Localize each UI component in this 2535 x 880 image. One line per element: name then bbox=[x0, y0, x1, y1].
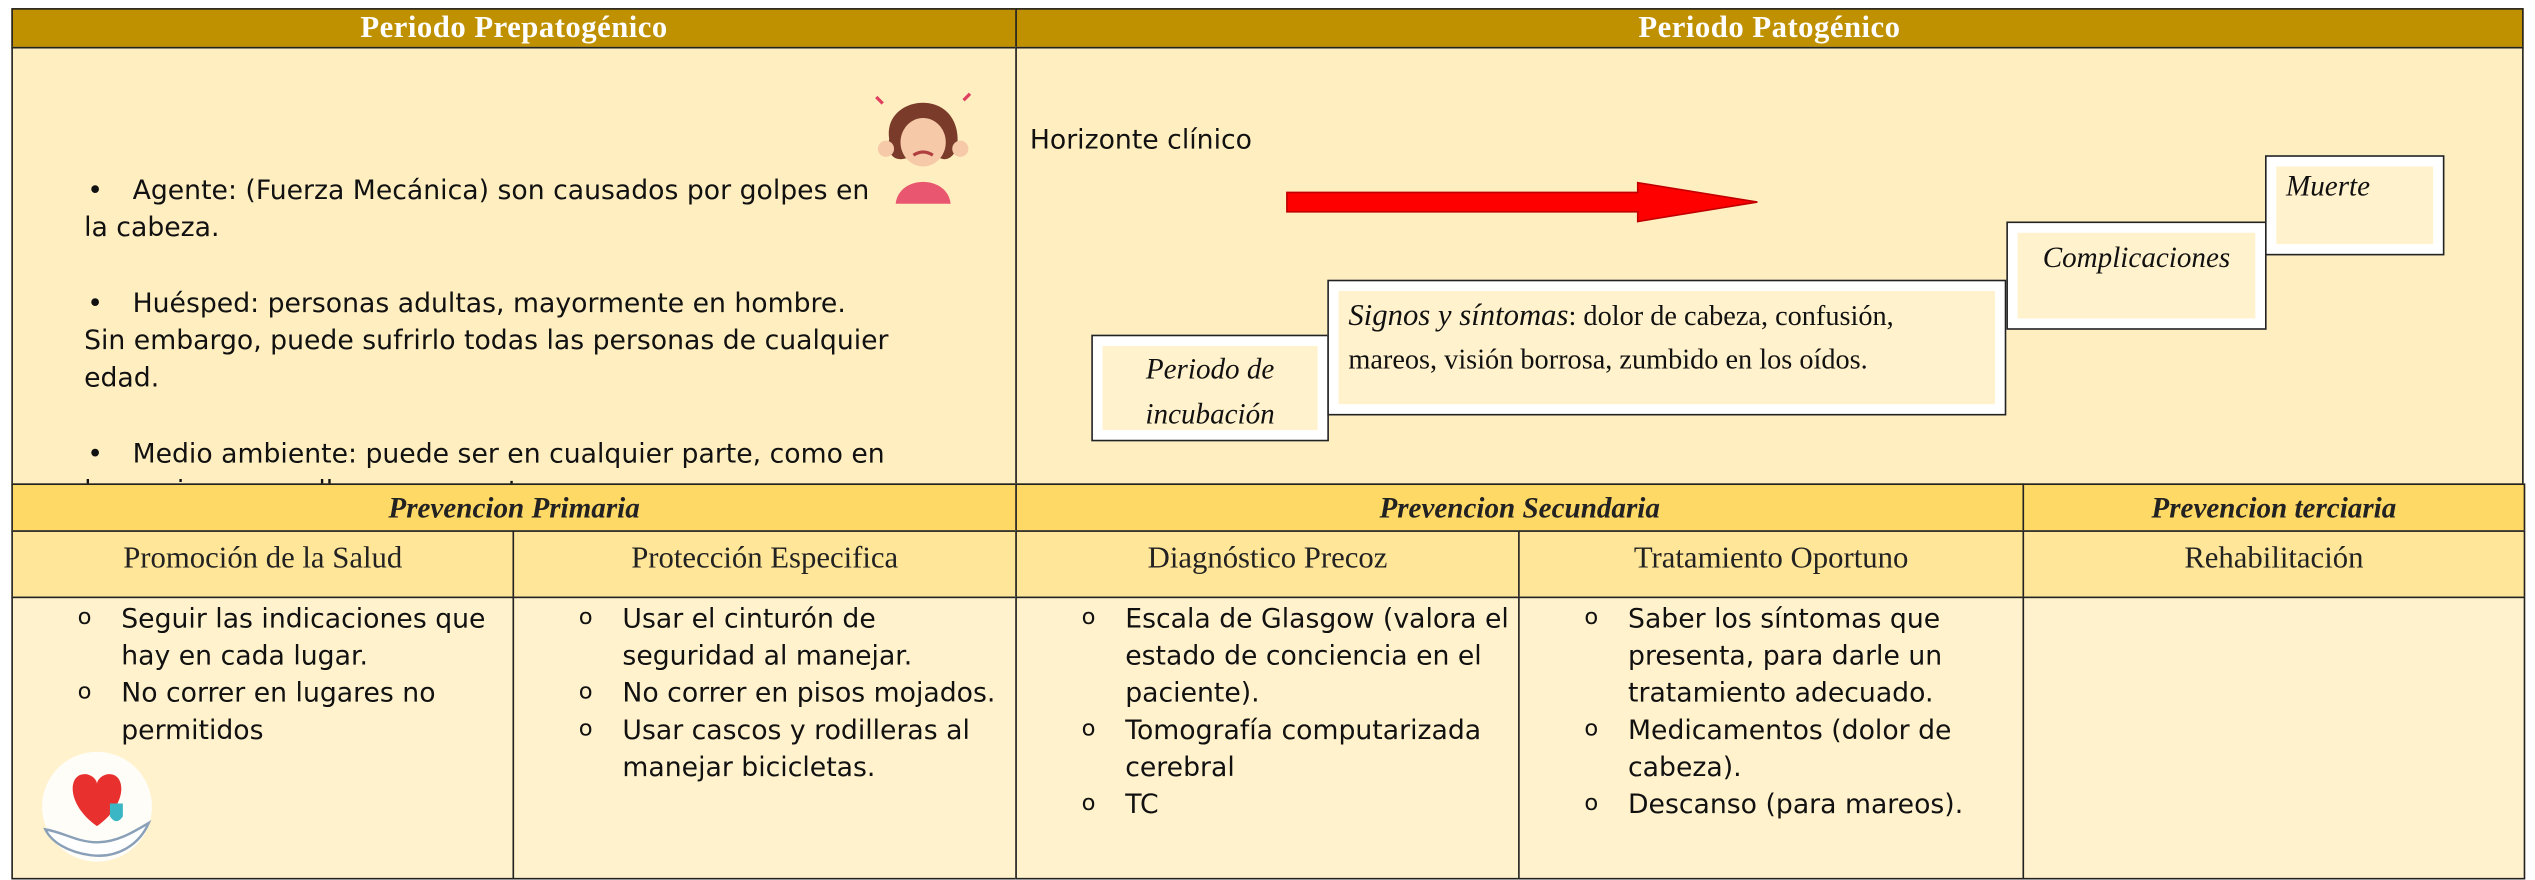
stage-box: Signos y síntomas: dolor de cabeza, conf… bbox=[1327, 279, 2007, 416]
header-cell: Periodo Prepatogénico bbox=[11, 8, 1017, 49]
item-text: Huésped: personas adultas, mayormente en… bbox=[132, 287, 846, 319]
list-item: Seguir las indicaciones que hay en cada … bbox=[13, 600, 513, 674]
stage-box: Periodo de incubación bbox=[1091, 334, 1329, 442]
headache-icon bbox=[875, 92, 972, 204]
bullet: • bbox=[87, 438, 104, 469]
level-header: Prevencion terciaria bbox=[2022, 483, 2526, 532]
horizon-arrow bbox=[1286, 181, 1758, 223]
column-header: Tratamiento Oportuno bbox=[1518, 530, 2025, 599]
bullet-list: Usar el cinturón de seguridad al manejar… bbox=[514, 600, 1015, 786]
bullet-list: Seguir las indicaciones que hay en cada … bbox=[13, 600, 513, 749]
list-item: • Agente: (Fuerza Mecánica) son causados … bbox=[84, 171, 892, 245]
column-header: Promoción de la Salud bbox=[11, 530, 515, 599]
list-item: Descanso (para mareos). bbox=[1520, 786, 2023, 823]
list-item: Saber los síntomas que presenta, para da… bbox=[1520, 600, 2023, 712]
prepathogenic-list: • Agente: (Fuerza Mecánica) son causados … bbox=[84, 171, 892, 548]
list-item: Escala de Glasgow (valora el estado de c… bbox=[1017, 600, 1518, 712]
column-body bbox=[2022, 596, 2526, 880]
list-item: Usar cascos y rodilleras al manejar bici… bbox=[514, 711, 1015, 785]
stage-text: Signos y síntomas: dolor de cabeza, conf… bbox=[1338, 291, 1996, 405]
bullet-list: Saber los síntomas que presenta, para da… bbox=[1520, 600, 2023, 823]
item-text: Agente: (Fuerza Mecánica) son causados p… bbox=[84, 174, 870, 243]
list-item: TC bbox=[1017, 786, 1518, 823]
list-item: Medicamentos (dolor de cabeza). bbox=[1520, 711, 2023, 785]
column-header: Protección Especifica bbox=[512, 530, 1017, 599]
list-item: Usar el cinturón de seguridad al manejar… bbox=[514, 600, 1015, 674]
list-item: Tomografía computarizada cerebral bbox=[1017, 711, 1518, 785]
header-cell: Periodo Patogénico bbox=[1015, 8, 2524, 49]
column-body: Escala de Glasgow (valora el estado de c… bbox=[1015, 596, 1520, 880]
horizon-label: Horizonte clínico bbox=[1029, 124, 1252, 156]
stage-box: Complicaciones bbox=[2006, 221, 2267, 330]
item-note: Sin embargo, puede sufrirlo todas las pe… bbox=[84, 324, 889, 393]
stage-label: Complicaciones bbox=[2017, 232, 2256, 319]
bullet-list: Escala de Glasgow (valora el estado de c… bbox=[1017, 600, 1518, 823]
bullet: • bbox=[87, 287, 104, 319]
column-body: Saber los síntomas que presenta, para da… bbox=[1518, 596, 2025, 880]
header-title: Periodo Prepatogénico bbox=[360, 11, 668, 46]
level-header: Prevencion Primaria bbox=[11, 483, 1017, 532]
list-item: • Huésped: personas adultas, mayormente e… bbox=[84, 285, 892, 397]
level-header: Prevencion Secundaria bbox=[1015, 483, 2025, 532]
column-header: Diagnóstico Precoz bbox=[1015, 530, 1520, 599]
stage-detail: : dolor de cabeza, confusión, mareos, vi… bbox=[1348, 299, 1894, 376]
stage-label: Signos y síntomas bbox=[1348, 299, 1569, 334]
list-item: No correr en pisos mojados. bbox=[514, 674, 1015, 711]
list-item: No correr en lugares no permitidos bbox=[13, 674, 513, 748]
stage-box: Muerte bbox=[2264, 155, 2445, 256]
column-body: Usar el cinturón de seguridad al manejar… bbox=[512, 596, 1017, 880]
column-header: Rehabilitación bbox=[2022, 530, 2526, 599]
stage-label: Muerte bbox=[2276, 166, 2434, 245]
heart-hand-icon bbox=[42, 751, 152, 862]
prepathogenic-cell: • Agente: (Fuerza Mecánica) son causados … bbox=[11, 46, 1017, 506]
bullet: • bbox=[87, 174, 104, 206]
stage-label: Periodo de incubación bbox=[1102, 345, 1318, 431]
header-title: Periodo Patogénico bbox=[1638, 11, 1901, 46]
